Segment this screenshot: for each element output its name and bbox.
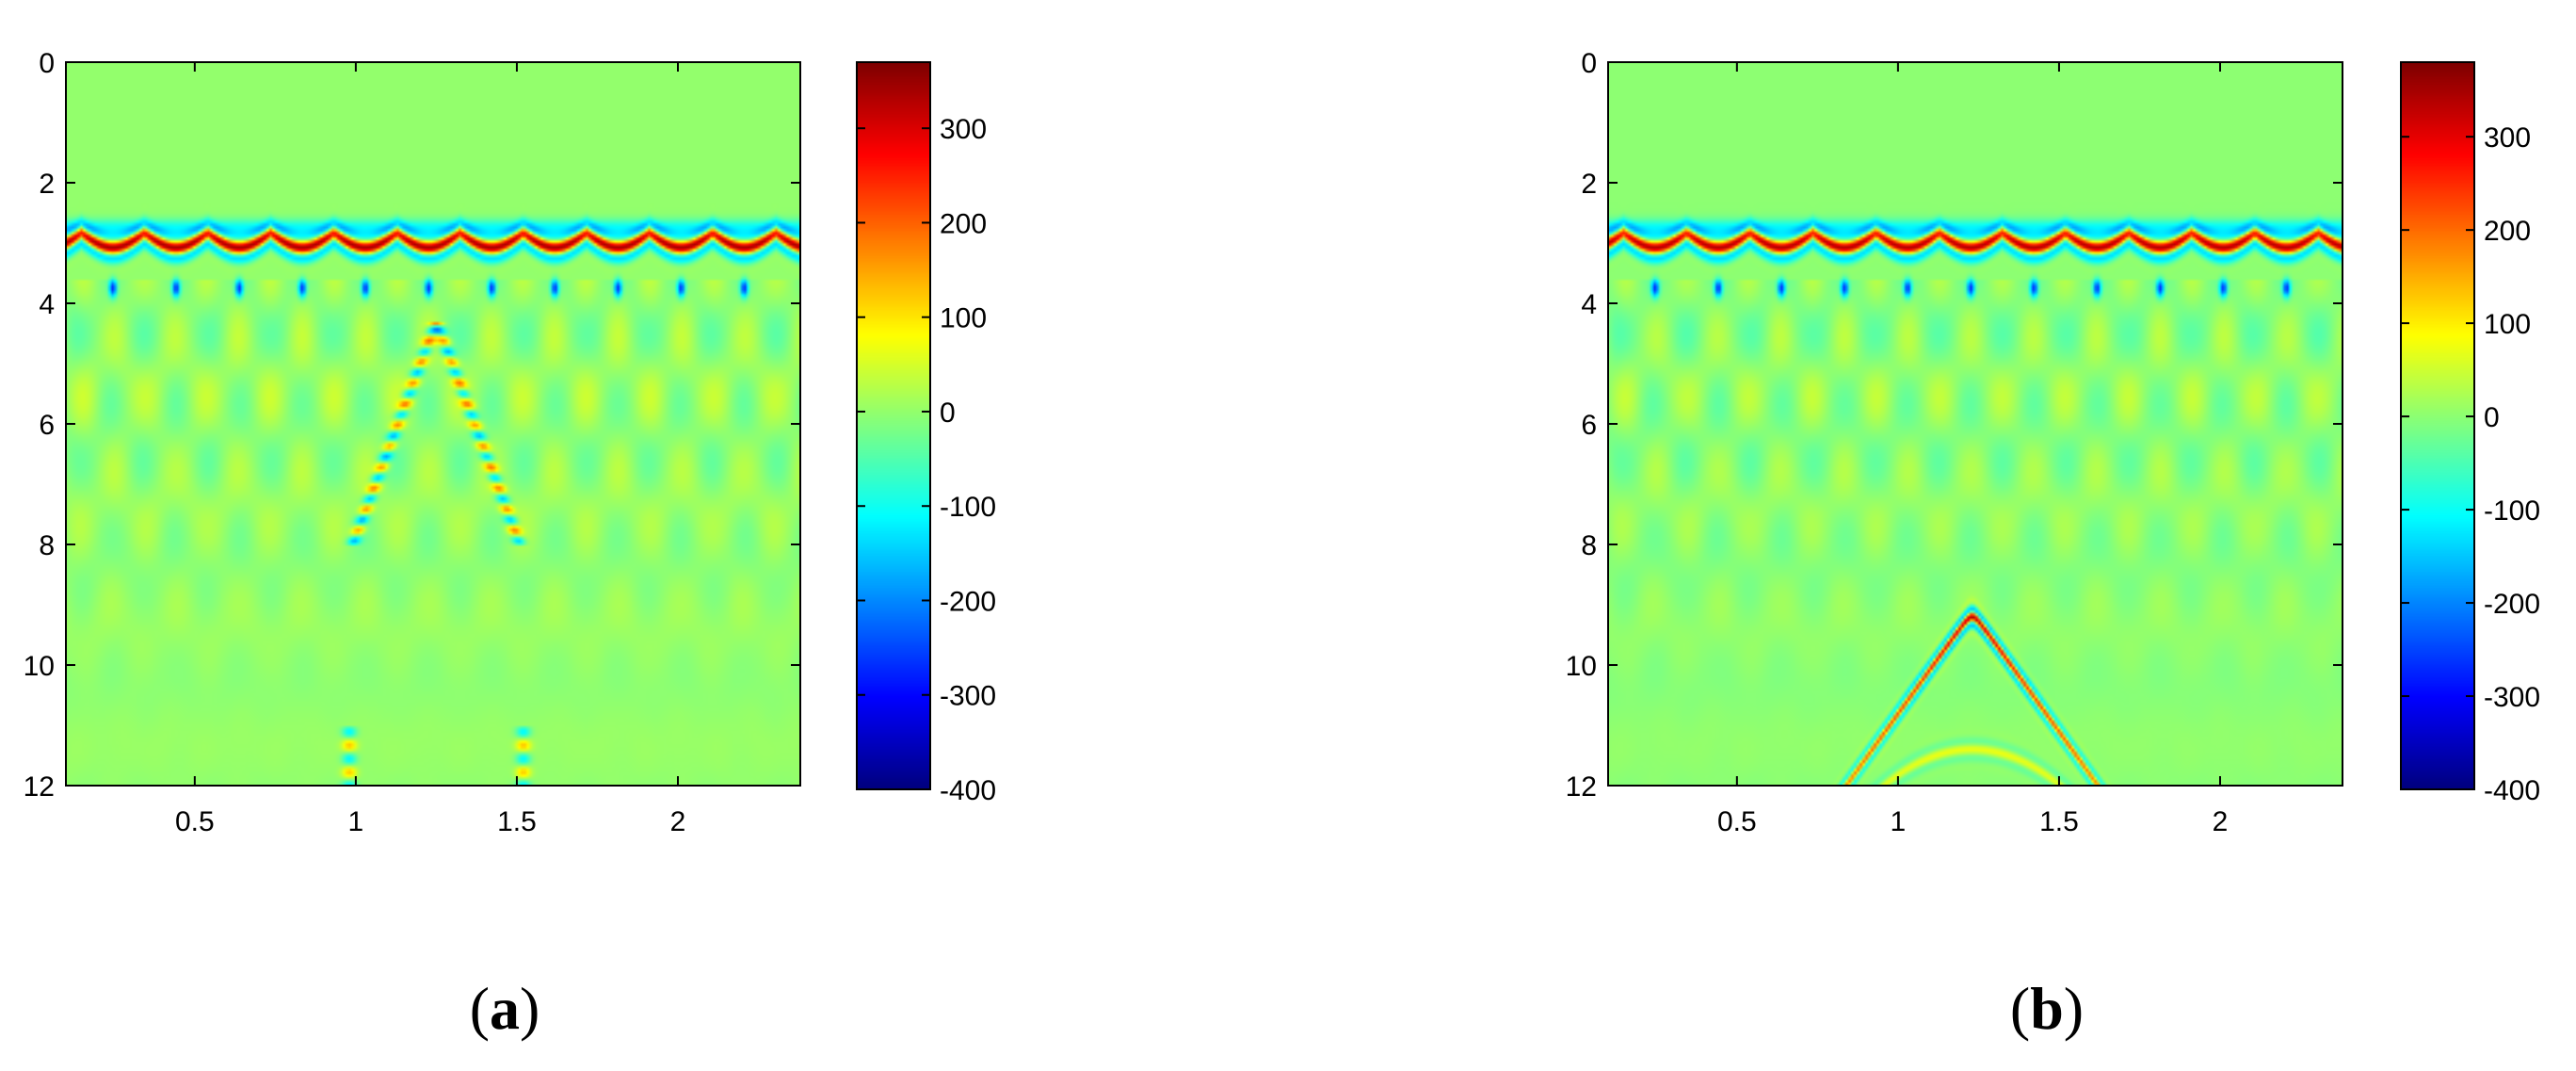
panel-b: 0.5 1 1.5 2 0 2 4 6 8 10 12 300 200 100 0 -100 -200 -300…	[1566, 48, 2540, 1042]
heatmap-image-a	[66, 62, 800, 786]
colorbar-frame-a	[856, 61, 931, 790]
heatmap-image-b	[1608, 62, 2343, 786]
y-tick-label: 4	[39, 289, 55, 320]
y-tick-label: 0	[39, 48, 55, 79]
colorbar-image-a	[857, 62, 930, 789]
y-tick-label: 2	[1581, 169, 1597, 200]
y-tick-label: 2	[39, 169, 55, 200]
y-tick-label: 6	[39, 410, 55, 441]
heatmap-b	[1608, 62, 2343, 786]
x-tick-label: 1	[1891, 806, 1907, 837]
y-tick-label: 0	[1581, 48, 1597, 79]
y-tick-label: 12	[1566, 771, 1597, 803]
colorbar-tick-label: -300	[2484, 682, 2540, 713]
y-tick-label: 10	[24, 651, 55, 682]
x-tick-label: 1.5	[497, 806, 537, 837]
colorbar-tick-label: 100	[2484, 309, 2531, 340]
panel-a: 0.5 1 1.5 2 0 2 4 6 8 10 12 300 200 100 0 -100 -200 -300…	[24, 48, 996, 1042]
y-tick-label: 6	[1581, 410, 1597, 441]
colorbar-tick-label: 200	[940, 208, 987, 239]
y-tick-label: 8	[39, 530, 55, 561]
x-tick-label: 0.5	[1717, 806, 1757, 837]
colorbar-frame-b	[2400, 61, 2475, 790]
colorbar-axis-b: 300 200 100 0 -100 -200 -300 -400	[2401, 122, 2540, 806]
x-tick-label: 2	[670, 806, 686, 837]
axes-a: 0.5 1 1.5 2 0 2 4 6 8 10 12	[24, 48, 800, 837]
colorbar-tick-label: 0	[2484, 402, 2500, 433]
x-tick-label: 1.5	[2039, 806, 2079, 837]
colorbar-axis-a: 300 200 100 0 -100 -200 -300 -400	[857, 114, 996, 806]
x-tick-label: 0.5	[175, 806, 215, 837]
x-tick-label: 2	[2213, 806, 2229, 837]
colorbar-tick-label: -400	[2484, 775, 2540, 806]
y-tick-label: 8	[1581, 530, 1597, 561]
x-tick-label: 1	[348, 806, 364, 837]
colorbar-tick-label: 100	[940, 303, 987, 334]
y-tick-label: 10	[1566, 651, 1597, 682]
colorbar-tick-label: -200	[940, 586, 996, 617]
colorbar-b: 300 200 100 0 -100 -200 -300 -400	[2400, 61, 2540, 806]
colorbar-tick-label: -300	[940, 681, 996, 712]
axes-b: 0.5 1 1.5 2 0 2 4 6 8 10 12	[1566, 48, 2343, 837]
colorbar-tick-label: -400	[940, 775, 996, 806]
colorbar-tick-label: -200	[2484, 589, 2540, 620]
colorbar-a: 300 200 100 0 -100 -200 -300 -400	[856, 61, 996, 806]
y-tick-label: 12	[24, 771, 55, 803]
colorbar-tick-label: 0	[940, 398, 956, 429]
y-tick-label: 4	[1581, 289, 1597, 320]
colorbar-tick-label: 200	[2484, 216, 2531, 247]
colorbar-tick-label: 300	[940, 114, 987, 145]
panel-label-b: (b)	[2010, 975, 2084, 1042]
heatmap-a	[66, 62, 800, 786]
colorbar-tick-label: -100	[940, 492, 996, 523]
colorbar-tick-label: 300	[2484, 122, 2531, 154]
colorbar-tick-label: -100	[2484, 495, 2540, 527]
colorbar-image-b	[2401, 62, 2474, 789]
panel-label-a: (a)	[470, 975, 540, 1042]
